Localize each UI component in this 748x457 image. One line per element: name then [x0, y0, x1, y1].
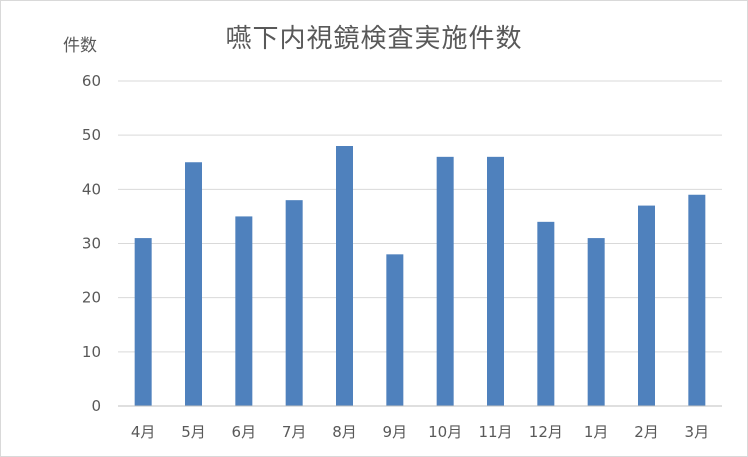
- y-tick-label: 30: [82, 235, 101, 253]
- bar-8: [487, 156, 504, 406]
- y-tick-label: 60: [82, 72, 101, 90]
- bar-1: [134, 238, 152, 406]
- x-tick-label: 6月: [232, 423, 257, 441]
- bars: [134, 146, 706, 406]
- x-tick-label: 5月: [181, 423, 206, 441]
- bar-3: [235, 216, 253, 406]
- y-tick-label: 0: [91, 397, 101, 415]
- bar-5: [336, 146, 353, 406]
- bar-6: [386, 254, 404, 406]
- y-tick-label: 20: [82, 289, 101, 307]
- x-tick-label: 12月: [529, 423, 563, 441]
- y-axis-unit-label: 件数: [63, 36, 97, 56]
- x-tick-label: 9月: [383, 423, 408, 441]
- chart-title: 嚥下内視鏡検査実施件数: [225, 24, 523, 54]
- y-tick-label: 10: [82, 343, 101, 361]
- x-tick-label: 8月: [332, 423, 357, 441]
- x-tick-label: 7月: [282, 423, 307, 441]
- x-tick-label: 1月: [584, 423, 609, 441]
- bar-11: [638, 205, 655, 406]
- x-tick-label: 3月: [685, 423, 710, 441]
- gridlines: [118, 80, 722, 353]
- x-tick-label: 4月: [131, 423, 156, 441]
- bar-12: [688, 194, 706, 406]
- bar-4: [285, 200, 303, 406]
- axes: 0 10 20 30 40 50 60 4月 5月 6月 7月 8月 9月 10月 11月 12月 1月 2月 3月: [82, 72, 722, 441]
- x-tick-label: 11月: [478, 423, 512, 441]
- bar-2: [185, 162, 202, 406]
- y-tick-label: 50: [82, 126, 101, 144]
- y-tick-label: 40: [82, 180, 101, 198]
- bar-9: [537, 221, 555, 406]
- x-tick-label: 2月: [634, 423, 659, 441]
- bar-7: [436, 156, 454, 406]
- x-tick-label: 10月: [428, 423, 462, 441]
- bar-10: [587, 238, 605, 406]
